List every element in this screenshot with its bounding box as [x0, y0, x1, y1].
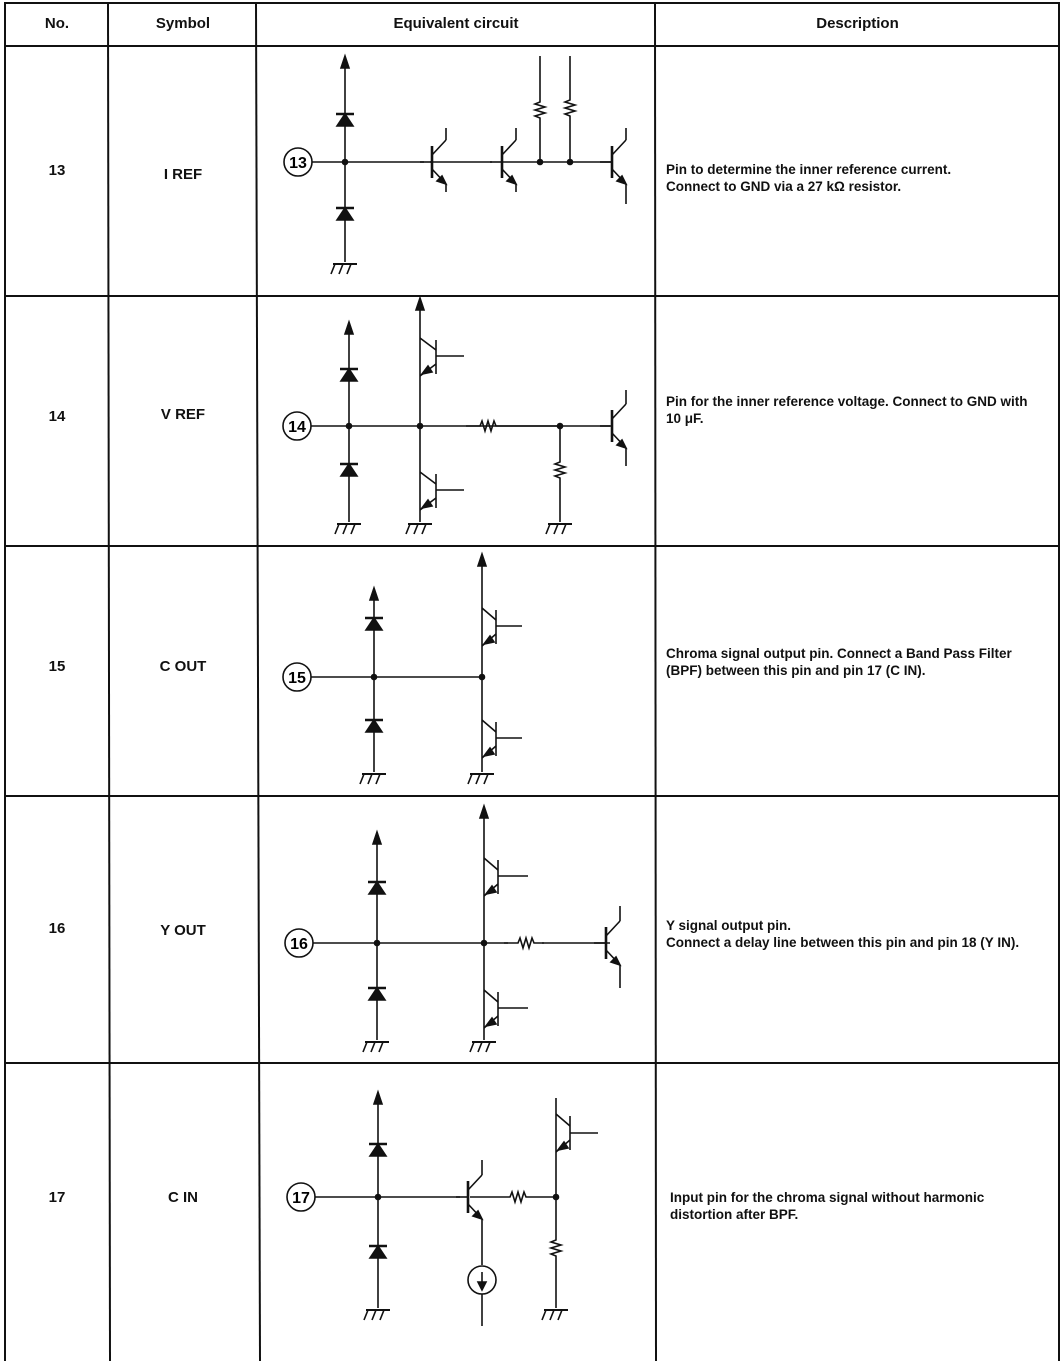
- pin-badge-17: 17: [292, 1190, 310, 1207]
- row-14-symbol: V REF: [160, 405, 206, 423]
- header-symbol: Symbol: [155, 14, 211, 32]
- circuit-pin-16: [284, 805, 622, 1053]
- row-14-number: 14: [48, 407, 66, 425]
- row-15-symbol: C OUT: [159, 657, 207, 675]
- pin-badge-16: 16: [290, 936, 308, 953]
- header-no: No.: [44, 14, 70, 32]
- row-14-description: Pin for the inner reference voltage. Con…: [666, 394, 1028, 426]
- row-13-number: 13: [48, 161, 66, 179]
- circuit-pin-15: [282, 553, 522, 785]
- row-17-description: Input pin for the chroma signal without …: [670, 1190, 985, 1222]
- row-17-symbol: C IN: [168, 1188, 198, 1206]
- row-16-description: Y signal output pin. Connect a delay lin…: [666, 918, 1020, 950]
- row-16-symbol: Y OUT: [160, 921, 206, 939]
- row-16-number: 16: [48, 919, 66, 937]
- circuit-pin-17: [286, 1091, 598, 1326]
- circuit-pin-14: [282, 297, 628, 535]
- circuit-pin-13: [283, 55, 628, 275]
- header-description: Description: [816, 14, 899, 32]
- header-equivalent-circuit: Equivalent circuit: [393, 14, 519, 32]
- row-17-number: 17: [48, 1188, 66, 1206]
- row-15-number: 15: [48, 657, 66, 675]
- row-15-description: Chroma signal output pin. Connect a Band…: [666, 646, 1012, 678]
- pin-badge-14: 14: [288, 419, 306, 436]
- pin-badge-13: 13: [289, 155, 307, 172]
- pin-badge-15: 15: [288, 670, 306, 687]
- row-13-symbol: I REF: [163, 165, 203, 183]
- row-13-description: Pin to determine the inner reference cur…: [666, 162, 952, 194]
